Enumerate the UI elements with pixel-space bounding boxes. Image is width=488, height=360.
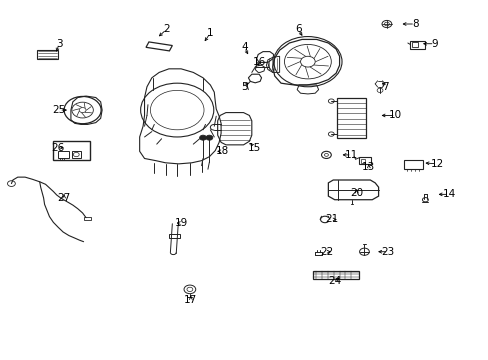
Bar <box>358 157 370 164</box>
Text: 10: 10 <box>388 111 402 121</box>
Bar <box>409 41 424 49</box>
Text: 9: 9 <box>430 39 437 49</box>
Text: 14: 14 <box>442 189 455 199</box>
Text: 3: 3 <box>56 39 62 49</box>
Text: 6: 6 <box>294 24 301 35</box>
Bar <box>360 159 365 163</box>
Bar <box>411 42 417 47</box>
Text: 22: 22 <box>319 247 332 257</box>
Text: 1: 1 <box>206 28 213 38</box>
Text: 2: 2 <box>163 24 169 35</box>
Text: 12: 12 <box>429 159 443 169</box>
Text: 26: 26 <box>52 143 65 153</box>
Text: 4: 4 <box>241 42 247 52</box>
Text: 8: 8 <box>411 19 418 29</box>
Bar <box>58 151 69 158</box>
Text: 7: 7 <box>382 82 388 92</box>
Bar <box>404 159 422 168</box>
Text: 24: 24 <box>327 276 341 286</box>
Bar <box>72 151 81 158</box>
Text: 27: 27 <box>58 193 71 203</box>
Bar <box>37 50 58 59</box>
Text: 17: 17 <box>184 295 197 305</box>
Text: 13: 13 <box>362 162 375 172</box>
Text: 18: 18 <box>216 146 229 156</box>
Bar <box>168 234 179 238</box>
Text: 25: 25 <box>53 105 66 115</box>
Text: 19: 19 <box>174 218 187 228</box>
Bar <box>336 98 366 138</box>
Text: 16: 16 <box>252 57 265 67</box>
Text: 21: 21 <box>325 215 338 224</box>
Text: 11: 11 <box>345 150 358 160</box>
Text: 15: 15 <box>247 143 260 153</box>
Bar <box>53 140 90 160</box>
Bar <box>83 217 91 220</box>
Text: 23: 23 <box>381 247 394 257</box>
Text: 5: 5 <box>241 82 247 92</box>
Text: 20: 20 <box>349 188 363 198</box>
Bar <box>312 271 358 279</box>
Circle shape <box>199 135 206 140</box>
Circle shape <box>205 135 212 140</box>
